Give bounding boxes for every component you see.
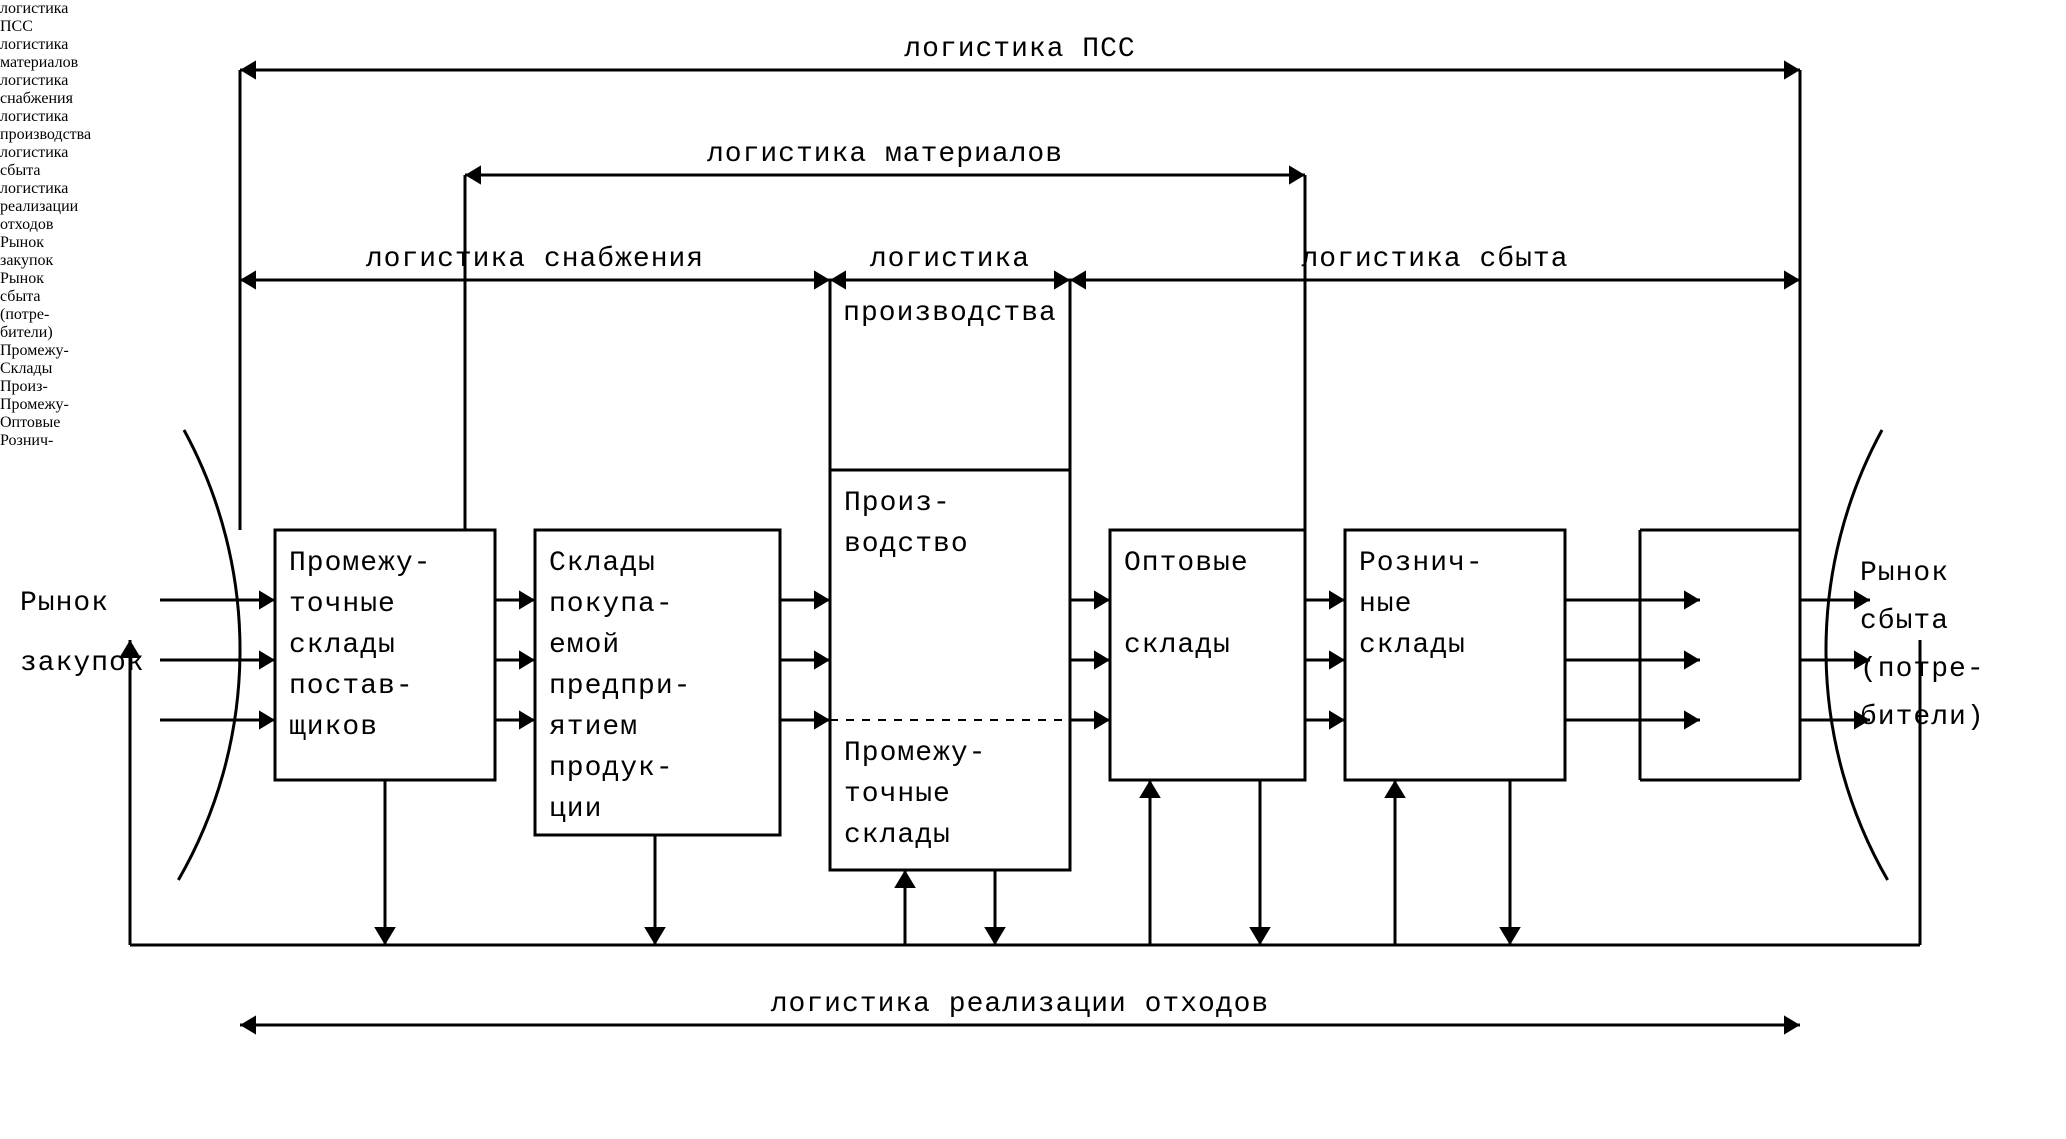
span-label-supply: логистика снабжения	[0, 72, 73, 107]
svg-text:точные: точные	[289, 589, 396, 620]
svg-text:Рознич-: Рознич-	[1359, 548, 1484, 579]
svg-text:логистика реализации отходов: логистика реализации отходов	[771, 989, 1269, 1020]
svg-text:продук-: продук-	[549, 753, 674, 784]
svg-text:склады: склады	[1124, 630, 1231, 661]
right-market-label-3: (потре-	[0, 306, 49, 323]
svg-text:ные: ные	[1359, 589, 1412, 620]
left-market-label-1: Рынок	[0, 234, 44, 251]
svg-text:точные: точные	[844, 779, 951, 810]
svg-text:Промежу-: Промежу-	[289, 548, 431, 579]
svg-text:логистика снабжения: логистика снабжения	[366, 244, 704, 275]
svg-text:Рынок: Рынок	[1860, 558, 1949, 589]
svg-text:водство: водство	[844, 529, 969, 560]
left-market-label-2: закупок	[0, 252, 53, 269]
svg-text:сбыта: сбыта	[1860, 606, 1949, 637]
svg-text:покупа-: покупа-	[549, 589, 674, 620]
svg-text:логистика материалов: логистика материалов	[707, 139, 1063, 170]
right-market-label-4: бители)	[0, 324, 53, 341]
span-label-production-2: производства	[0, 126, 91, 143]
svg-text:постав-: постав-	[289, 671, 414, 702]
svg-text:склады: склады	[844, 820, 951, 851]
svg-text:(потре-: (потре-	[1860, 654, 1985, 685]
svg-text:емой: емой	[549, 630, 620, 661]
box-production: Произ-	[0, 378, 48, 395]
svg-text:Оптовые: Оптовые	[1124, 548, 1249, 579]
svg-text:склады: склады	[1359, 630, 1466, 661]
svg-text:ятием: ятием	[549, 712, 638, 743]
span-label-production-1: логистика	[0, 108, 68, 125]
svg-text:бители): бители)	[1860, 702, 1985, 733]
box-wholesale: Оптовые	[0, 414, 60, 431]
svg-text:логистика: логистика	[870, 244, 1030, 275]
svg-text:Промежу-: Промежу-	[844, 738, 986, 769]
svg-text:Произ-: Произ-	[844, 488, 951, 519]
svg-text:склады: склады	[289, 630, 396, 661]
svg-text:щиков: щиков	[289, 712, 378, 743]
right-market-label-1: Рынок	[0, 270, 44, 287]
box-supplier-warehouses: Промежу-	[0, 342, 69, 359]
box-purchased-warehouses: Склады	[0, 360, 52, 377]
box-production-interm: Промежу-	[0, 396, 69, 413]
svg-text:производства: производства	[843, 298, 1057, 329]
svg-text:логистика ПСС: логистика ПСС	[904, 34, 1135, 65]
svg-text:Рынок: Рынок	[20, 588, 109, 619]
box-retail: Рознич-	[0, 432, 53, 449]
right-market-label-2: сбыта	[0, 288, 40, 305]
span-label-materials: логистика материалов	[0, 36, 78, 71]
svg-text:логистика сбыта: логистика сбыта	[1301, 244, 1568, 275]
svg-text:ции: ции	[549, 794, 602, 825]
svg-text:Склады: Склады	[549, 548, 656, 579]
svg-text:предпри-: предпри-	[549, 671, 691, 702]
